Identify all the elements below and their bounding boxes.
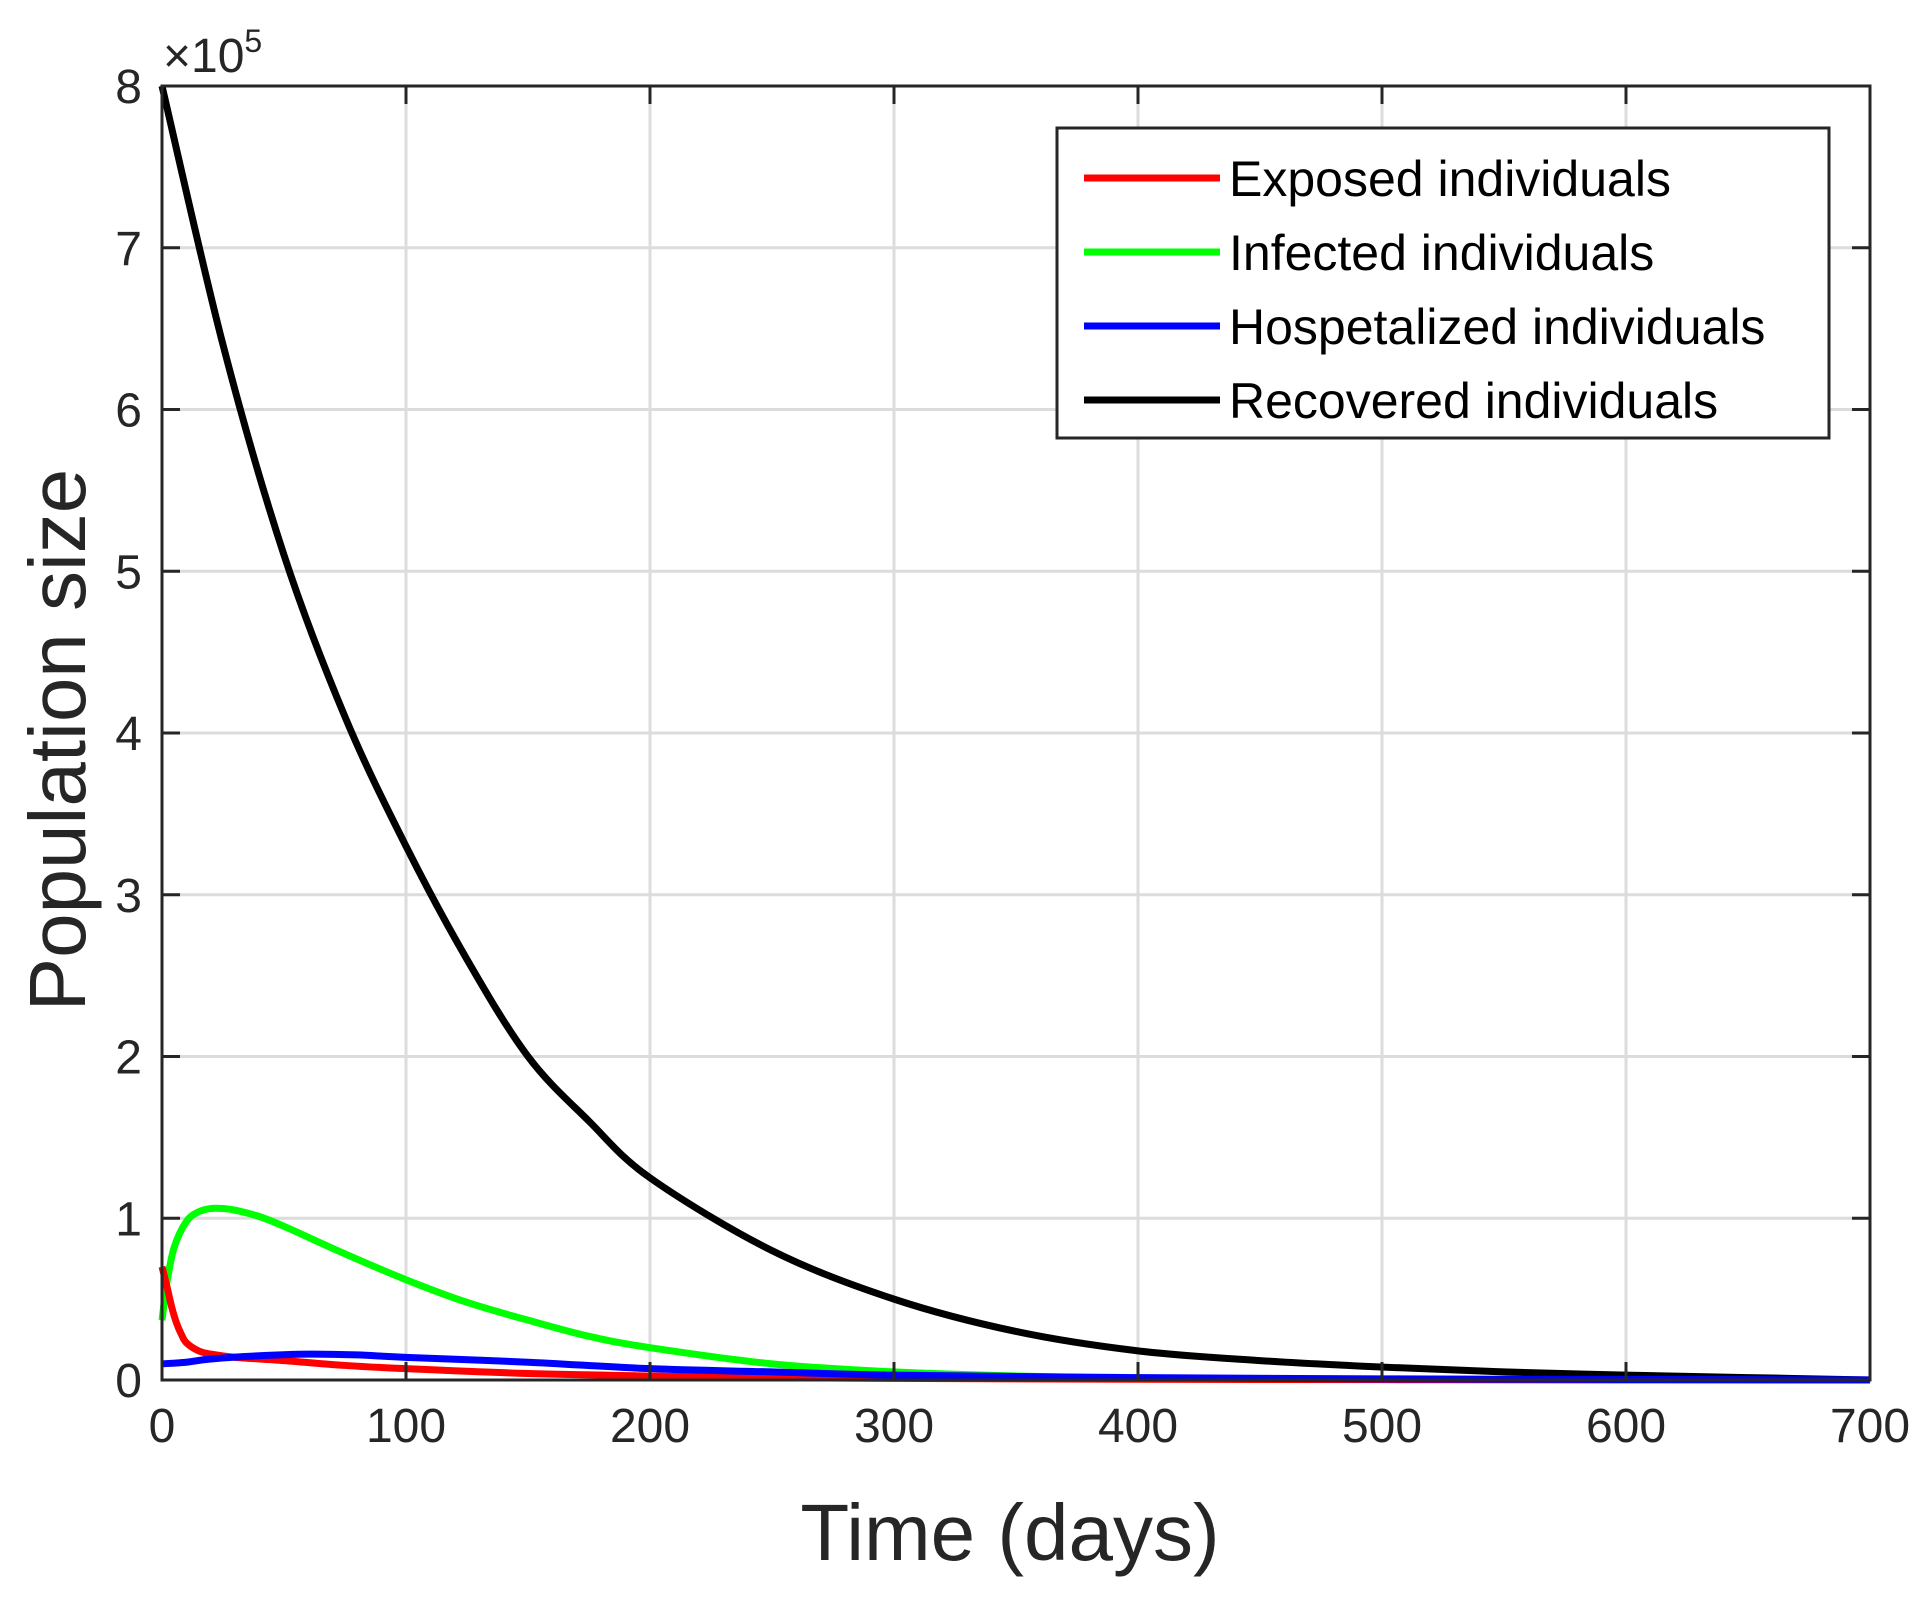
y-multiplier-exponent: 5 [244, 23, 262, 59]
series-line-recovered [158, 85, 1871, 1384]
y-tick-label: 4 [115, 708, 142, 761]
y-tick-label: 8 [115, 61, 142, 114]
legend-label-exposed: Exposed individuals [1229, 151, 1671, 207]
x-tick-label: 400 [1098, 1400, 1178, 1453]
x-tick-label: 600 [1586, 1400, 1666, 1453]
x-tick-label: 300 [854, 1400, 934, 1453]
y-tick-label: 7 [115, 223, 142, 276]
y-multiplier-base: ×10 [163, 30, 244, 83]
ticks [160, 84, 1872, 1382]
x-tick-label: 500 [1342, 1400, 1422, 1453]
y-tick-label: 0 [115, 1355, 142, 1408]
y-tick-label: 1 [115, 1193, 142, 1246]
y-tick-label: 2 [115, 1032, 142, 1085]
legend-label-hospetalized: Hospetalized individuals [1229, 299, 1765, 355]
y-tick-label: 6 [115, 385, 142, 438]
x-tick-label: 200 [610, 1400, 690, 1453]
y-axis-multiplier: ×105 [163, 23, 262, 83]
legend-label-infected: Infected individuals [1229, 225, 1654, 281]
x-axis-label: Time (days) [800, 1488, 1219, 1577]
y-tick-label: 3 [115, 870, 142, 923]
y-tick-labels: 0 1 2 3 4 5 6 7 8 [115, 61, 142, 1408]
x-tick-label: 100 [366, 1400, 446, 1453]
legend: Exposed individuals Infected individuals H… [1055, 126, 1831, 440]
y-tick-label: 5 [115, 546, 142, 599]
x-tick-label: 0 [149, 1400, 176, 1453]
legend-label-recovered: Recovered individuals [1229, 373, 1718, 429]
y-axis-label: Population size [13, 469, 102, 1012]
x-tick-labels: 0 100 200 300 400 500 600 700 [149, 1400, 1910, 1453]
x-tick-label: 700 [1830, 1400, 1910, 1453]
